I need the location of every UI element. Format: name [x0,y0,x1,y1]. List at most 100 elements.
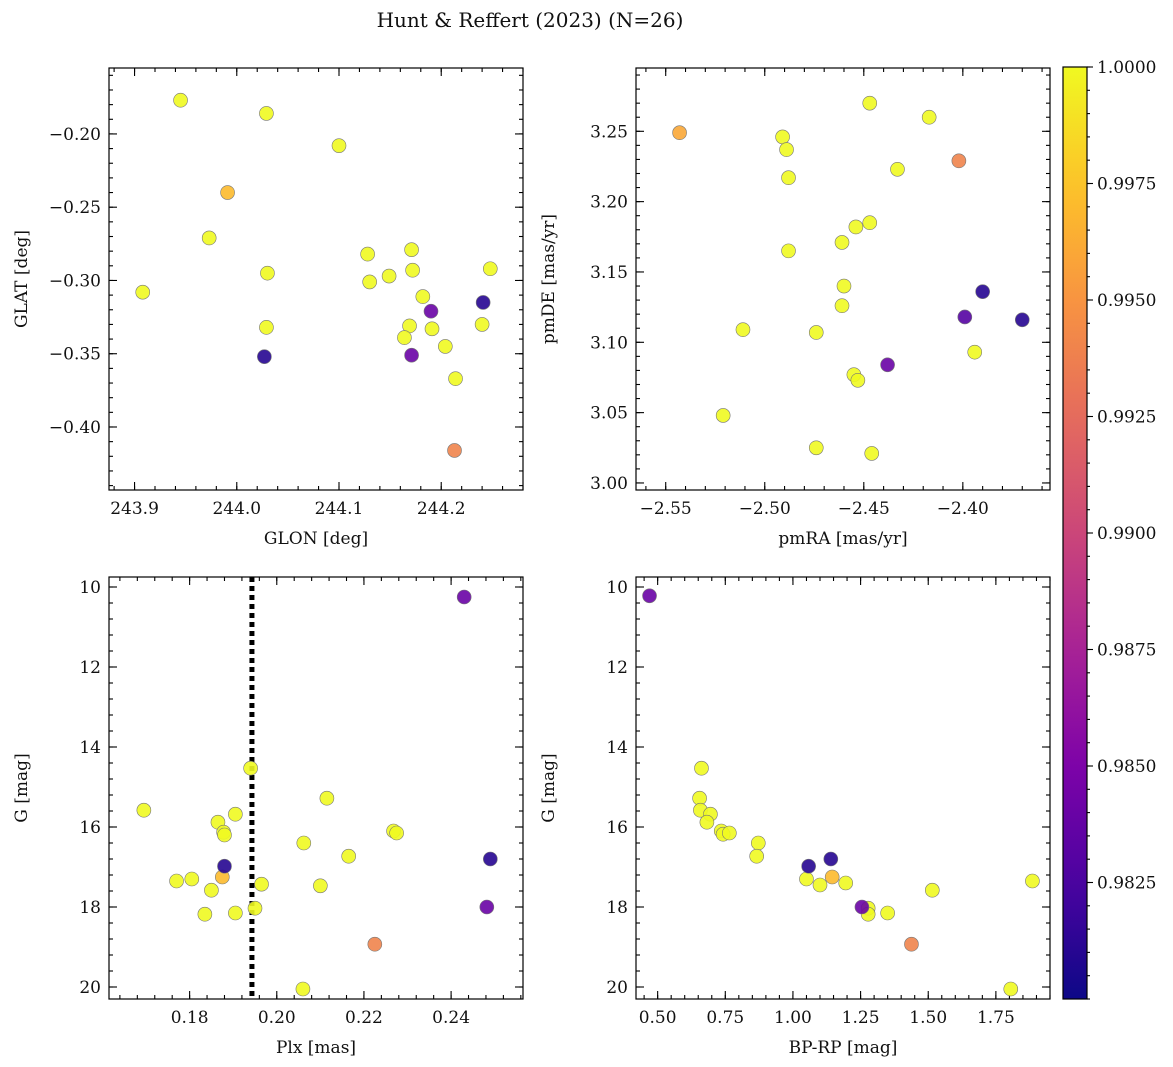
data-point [801,858,816,874]
data-point [1003,981,1019,997]
x-tick-label: 0.20 [258,1008,296,1028]
data-point [204,882,219,898]
y-tick-label: −0.25 [49,198,101,218]
data-point [448,371,463,386]
colorbar-tick-label: 0.9825 [1097,874,1156,894]
panel-glon-glat: 243.9 244.0 244.1 244.2 −0.40 −0.35 −0.30 −0.25… [12,67,524,549]
x-tick-label: −2.40 [937,499,989,519]
axes-frame [108,67,524,491]
data-point [749,848,764,864]
data-point [243,760,258,776]
figure-title: Hunt & Reffert (2023) (N=26) [377,8,684,32]
x-tick-label: −2.45 [838,499,890,519]
y-tick-label: 3.00 [590,474,628,494]
data-point [880,357,895,373]
data-point [921,109,937,125]
y-tick-label: 12 [606,658,628,678]
data-point [951,153,967,169]
y-tick-label: 18 [79,898,101,918]
data-point [864,446,880,461]
data-point [824,869,840,885]
data-point [360,246,375,262]
data-point [781,170,796,186]
data-point [220,185,235,200]
y-axis-label: pmDE [mas/yr] [539,214,559,344]
panel-pmra-pmde: −2.55 −2.50 −2.45 −2.40 3.00 3.05 3.10 3.15 3.20… [539,67,1051,549]
y-tick-label: −0.30 [49,271,101,291]
data-point [779,142,794,157]
data-point [775,129,790,145]
y-tick-label: 18 [606,898,628,918]
x-tick-label: 244.1 [315,499,364,519]
data-point [799,871,814,887]
colorbar: 0.9825 0.9850 0.9875 0.9900 0.9925 0.9950 0.99… [1062,58,1156,1000]
y-tick-label: 20 [79,978,101,998]
data-point [715,408,731,423]
y-tick-label: 16 [606,818,628,838]
y-tick-label: 12 [79,658,101,678]
data-point [699,814,715,830]
data-point [404,242,419,257]
data-point [135,284,151,300]
data-point [924,882,940,898]
x-axis-label: BP-RP [mag] [789,1038,898,1058]
data-point [854,899,870,915]
data-point [722,825,737,841]
data-point [319,790,335,806]
data-point [862,95,878,111]
data-point [296,835,312,851]
data-point [260,265,275,281]
x-tick-label: 243.9 [110,499,159,519]
data-point [217,827,232,843]
data-point [389,825,404,841]
x-tick-label: 1.75 [977,1008,1015,1028]
x-tick-label: 1.00 [774,1008,812,1028]
x-tick-label: 244.0 [212,499,261,519]
data-point [967,344,983,360]
data-point [808,440,824,456]
data-point [781,243,796,259]
y-tick-label: 3.15 [590,263,628,283]
data-point [397,330,412,345]
colorbar-tick-label: 0.9950 [1097,291,1156,311]
data-point [838,875,854,891]
data-point [834,298,850,314]
panel-plx-g: 0.18 0.20 0.22 0.24 10 12 14 16 18 20 Plx [mas] G [… [12,576,524,1058]
x-tick-label: 0.24 [432,1008,470,1028]
data-point [848,219,864,235]
data-point [217,858,232,874]
data-point [447,443,462,458]
data-point [904,936,919,952]
data-point [259,106,274,121]
data-point [735,322,751,337]
axes-frame [635,576,1051,1000]
data-point [672,125,687,141]
colorbar-tick-label: 0.9850 [1097,757,1156,777]
data-point [136,802,152,818]
data-point [836,278,852,294]
colorbar-tick-label: 0.9900 [1097,524,1156,544]
data-point [1025,873,1040,889]
data-point [483,851,498,867]
x-tick-label: 0.22 [345,1008,383,1028]
data-point [367,936,383,952]
y-tick-label: 10 [606,578,628,598]
data-point [173,92,188,108]
data-point [850,372,866,388]
x-tick-label: −2.50 [739,499,791,519]
y-tick-label: 3.25 [590,122,628,142]
y-tick-label: −0.35 [49,345,101,365]
data-point [642,588,657,604]
x-tick-label: 0.18 [171,1008,209,1028]
data-point [184,871,200,887]
data-point [247,900,263,916]
x-tick-label: 0.75 [706,1008,744,1028]
data-point [169,873,184,889]
colorbar-tick-label: 0.9975 [1097,175,1156,195]
data-point [975,284,990,299]
data-point [254,876,269,892]
data-point [812,877,828,893]
x-tick-label: −2.55 [640,499,692,519]
y-axis-label: G [mag] [12,753,32,822]
y-tick-label: 14 [79,738,101,758]
